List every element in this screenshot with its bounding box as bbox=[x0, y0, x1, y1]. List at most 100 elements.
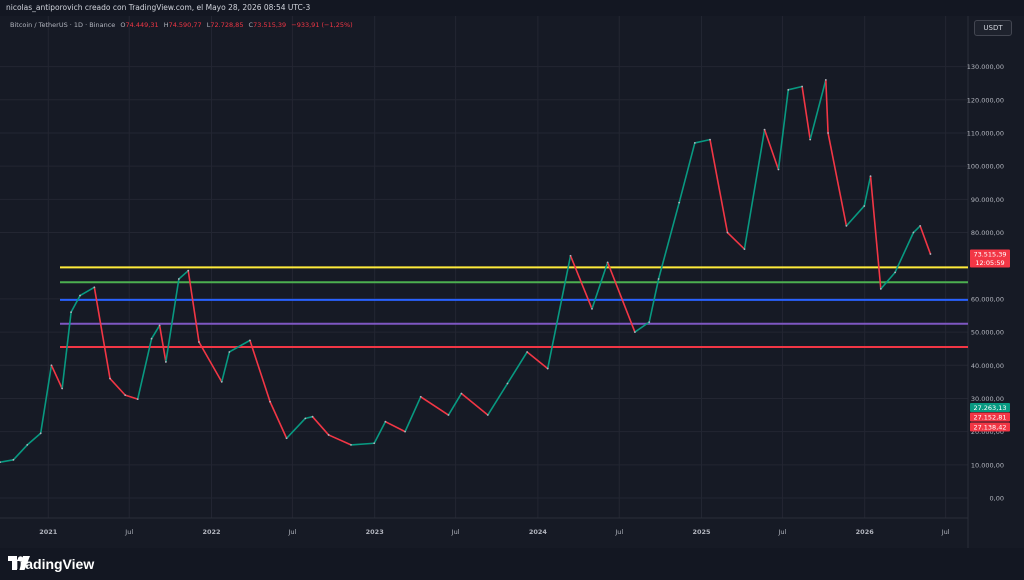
price-segment bbox=[187, 270, 200, 343]
y-tick-label: 100.000,00 bbox=[967, 163, 1004, 171]
price-segment bbox=[569, 255, 593, 310]
price-segment bbox=[178, 270, 189, 280]
price-segment bbox=[869, 176, 882, 290]
price-point bbox=[634, 331, 636, 333]
price-point bbox=[150, 337, 153, 340]
price-segment bbox=[39, 365, 53, 434]
price-segment bbox=[198, 341, 223, 383]
y-tick-label: 30.000,00 bbox=[971, 395, 1004, 403]
high-value: 74.590,77 bbox=[168, 21, 202, 29]
price-point bbox=[187, 269, 190, 272]
price-segment bbox=[93, 287, 111, 379]
y-tick-label: 50.000,00 bbox=[971, 329, 1004, 337]
price-segment bbox=[269, 401, 288, 439]
x-tick-label: 2025 bbox=[692, 528, 711, 536]
y-tick-label: 110.000,00 bbox=[967, 129, 1004, 137]
price-point bbox=[827, 132, 829, 134]
price-segment bbox=[591, 262, 609, 310]
price-point bbox=[39, 432, 42, 435]
price-point bbox=[50, 364, 53, 367]
price-segment bbox=[743, 129, 766, 250]
price-label-box bbox=[970, 403, 1010, 413]
chart-area[interactable]: 130.000,00 120.000,00 110.000,00 100.000,00… bbox=[0, 16, 1024, 548]
x-tick-label: 2026 bbox=[856, 528, 875, 536]
price-point bbox=[384, 420, 387, 423]
low-value: 72.728,85 bbox=[210, 21, 244, 29]
x-tick-label: 2021 bbox=[39, 528, 58, 536]
price-point bbox=[569, 254, 572, 257]
y-tick-label: 40.000,00 bbox=[971, 362, 1004, 370]
tradingview-logo-icon bbox=[8, 556, 30, 570]
price-segment bbox=[894, 232, 915, 273]
price-label-text: 27.138,42 bbox=[973, 423, 1006, 431]
price-segment bbox=[328, 434, 352, 446]
price-point bbox=[894, 271, 897, 274]
price-segment bbox=[763, 129, 780, 170]
price-segment bbox=[880, 271, 896, 290]
price-point bbox=[198, 341, 200, 343]
low-label: L bbox=[206, 21, 211, 29]
x-tick-label: Jul bbox=[614, 528, 623, 536]
price-point bbox=[678, 201, 681, 204]
currency-button[interactable]: USDT bbox=[974, 20, 1012, 36]
open-value: 74.449,31 bbox=[125, 21, 159, 29]
price-point bbox=[350, 444, 352, 446]
price-segment bbox=[0, 459, 14, 463]
price-segment bbox=[150, 325, 161, 340]
price-point bbox=[164, 361, 167, 363]
price-point bbox=[419, 395, 422, 398]
footer: TradingView bbox=[0, 548, 1024, 580]
price-segment bbox=[809, 79, 827, 140]
y-tick-label: 20.000,00 bbox=[971, 428, 1004, 436]
price-segment bbox=[801, 86, 811, 140]
price-segment bbox=[350, 442, 375, 446]
price-point bbox=[809, 138, 812, 141]
price-point bbox=[269, 400, 271, 403]
price-point bbox=[606, 261, 609, 264]
y-tick-label: 60.000,00 bbox=[971, 295, 1004, 303]
price-point bbox=[228, 351, 231, 353]
price-label-text: 73.515,39 bbox=[973, 250, 1006, 258]
price-point bbox=[26, 444, 29, 446]
price-point bbox=[0, 461, 1, 464]
price-point bbox=[373, 442, 376, 445]
price-point bbox=[824, 78, 827, 81]
price-point bbox=[136, 398, 139, 401]
price-segment bbox=[404, 396, 422, 432]
price-segment bbox=[506, 351, 528, 384]
price-segment bbox=[249, 340, 271, 403]
price-chart[interactable]: 130.000,00 120.000,00 110.000,00 100.000,00… bbox=[0, 16, 1024, 548]
price-point bbox=[929, 253, 932, 255]
price-segment bbox=[50, 364, 63, 389]
price-point bbox=[879, 288, 882, 290]
price-point bbox=[93, 286, 96, 289]
price-segment bbox=[845, 205, 865, 227]
price-segment bbox=[124, 394, 138, 400]
price-segment bbox=[305, 415, 313, 420]
price-point bbox=[79, 294, 81, 297]
price-segment bbox=[136, 338, 153, 400]
price-segment bbox=[694, 138, 711, 144]
price-segment bbox=[79, 286, 95, 297]
price-point bbox=[311, 415, 314, 418]
price-point bbox=[763, 128, 766, 131]
symbol-name: Bitcoin / TetherUS · 1D · Binance bbox=[10, 21, 116, 29]
close-label: C bbox=[248, 21, 254, 29]
x-tick-label: 2023 bbox=[366, 528, 384, 536]
price-point bbox=[304, 417, 307, 420]
price-segment bbox=[912, 225, 921, 234]
tradingview-logo[interactable]: TradingView bbox=[8, 556, 94, 572]
price-segment bbox=[678, 142, 696, 203]
price-point bbox=[919, 224, 922, 227]
price-segment bbox=[709, 139, 729, 233]
price-segment bbox=[634, 321, 650, 333]
price-segment bbox=[726, 231, 746, 250]
price-point bbox=[220, 380, 223, 383]
price-segment bbox=[26, 432, 42, 446]
price-segment bbox=[385, 420, 406, 433]
x-tick-label: Jul bbox=[124, 528, 133, 536]
price-label-box bbox=[970, 412, 1010, 422]
price-point bbox=[124, 394, 127, 397]
price-segment bbox=[220, 351, 231, 383]
price-segment bbox=[165, 278, 180, 363]
